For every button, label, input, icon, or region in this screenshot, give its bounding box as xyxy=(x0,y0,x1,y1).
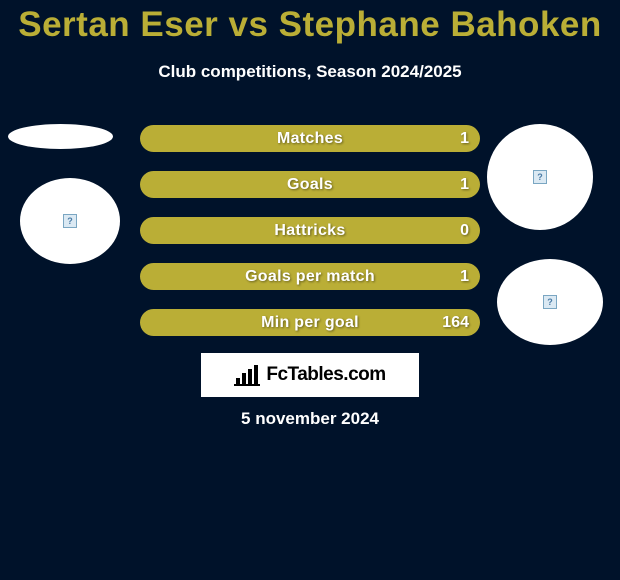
image-placeholder-icon: ? xyxy=(543,295,557,309)
stat-bar-label: Goals per match xyxy=(140,263,480,290)
infographic-root: Sertan Eser vs Stephane Bahoken Club com… xyxy=(0,0,620,580)
avatar-top-right: ? xyxy=(487,124,593,230)
bar-chart-icon xyxy=(234,364,260,386)
page-title: Sertan Eser vs Stephane Bahoken xyxy=(0,5,620,45)
image-placeholder-icon: ? xyxy=(533,170,547,184)
stat-bars: Matches1Goals1Hattricks0Goals per match1… xyxy=(140,125,480,355)
placeholder-glyph: ? xyxy=(547,297,553,307)
stat-bar-label: Matches xyxy=(140,125,480,152)
placeholder-glyph: ? xyxy=(537,172,543,182)
page-subtitle: Club competitions, Season 2024/2025 xyxy=(0,62,620,82)
stat-bar-value: 164 xyxy=(442,309,469,336)
stat-bar-value: 1 xyxy=(460,263,469,290)
image-placeholder-icon: ? xyxy=(63,214,77,228)
stat-bar: Hattricks0 xyxy=(140,217,480,244)
badge-text: FcTables.com xyxy=(266,364,385,386)
stat-bar-value: 1 xyxy=(460,125,469,152)
fctables-badge: FcTables.com xyxy=(201,353,419,397)
stat-bar: Matches1 xyxy=(140,125,480,152)
stat-bar-value: 0 xyxy=(460,217,469,244)
stat-bar: Goals1 xyxy=(140,171,480,198)
stat-bar: Min per goal164 xyxy=(140,309,480,336)
stat-bar-label: Min per goal xyxy=(140,309,480,336)
stat-bar: Goals per match1 xyxy=(140,263,480,290)
avatar-ellipse xyxy=(8,124,113,149)
avatar-left: ? xyxy=(20,178,120,264)
placeholder-glyph: ? xyxy=(67,216,73,226)
stat-bar-label: Goals xyxy=(140,171,480,198)
date-text: 5 november 2024 xyxy=(0,409,620,429)
stat-bar-value: 1 xyxy=(460,171,469,198)
avatar-bottom-right: ? xyxy=(497,259,603,345)
stat-bar-label: Hattricks xyxy=(140,217,480,244)
